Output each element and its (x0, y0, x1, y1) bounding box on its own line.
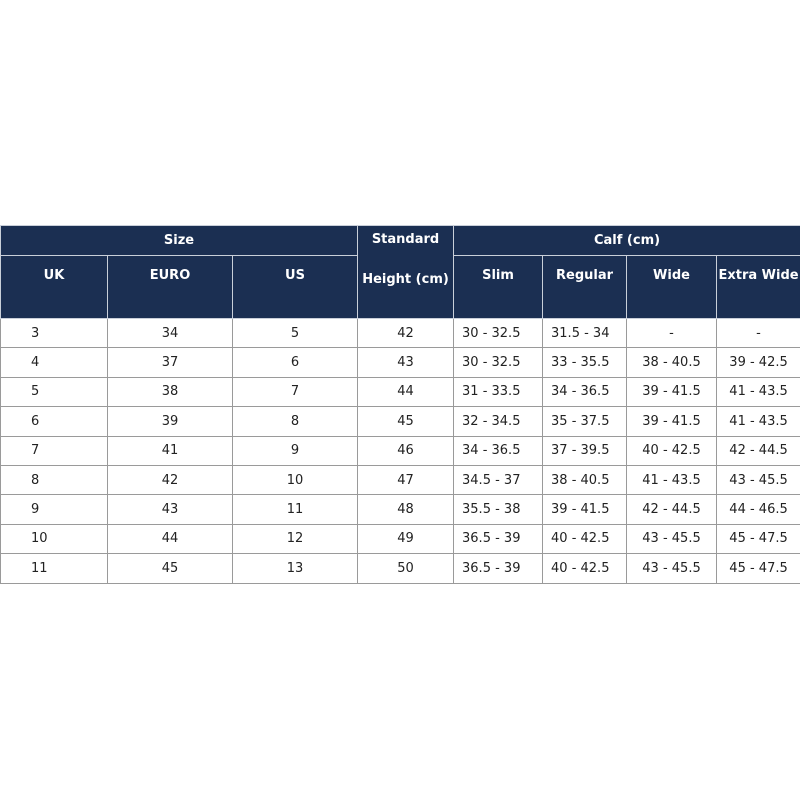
table-cell: 44 - 46.5 (716, 494, 800, 525)
table-cell: 40 - 42.5 (542, 553, 628, 584)
table-row: 6 39 8 45 32 - 34.5 35 - 37.5 39 - 41.5 41 - 43… (0, 406, 800, 437)
table-cell: 34 - 36.5 (453, 435, 544, 466)
table-cell: 35 - 37.5 (542, 406, 628, 437)
table-cell: 12 (231, 523, 359, 555)
table-cell: 40 - 42.5 (626, 435, 718, 466)
table-cell: 39 - 42.5 (716, 347, 800, 378)
table-row: 4 37 6 43 30 - 32.5 33 - 35.5 38 - 40.5 39 - 42… (0, 347, 800, 378)
table-cell: 6 (231, 347, 359, 378)
table-cell: 36.5 - 39 (453, 553, 544, 584)
table-cell: 11 (0, 553, 108, 584)
table-cell: 37 (107, 347, 233, 378)
table-cell: 5 (0, 376, 108, 408)
table-cell: - (626, 317, 718, 349)
table-cell: 42 (357, 317, 455, 349)
table-row: 9 43 11 48 35.5 - 38 39 - 41.5 42 - 44.5 44 - 4… (0, 494, 800, 525)
table-cell: 34 - 36.5 (542, 376, 628, 408)
column-header: Wide (626, 255, 718, 319)
table-cell: 43 - 45.5 (716, 464, 800, 496)
table-cell: 49 (357, 523, 455, 555)
table-cell: 31 - 33.5 (453, 376, 544, 408)
table-cell: 42 - 44.5 (626, 494, 718, 525)
calf-header: Calf (cm) (453, 225, 800, 256)
table-cell: 39 - 41.5 (542, 494, 628, 525)
table-cell: 43 (107, 494, 233, 525)
table-row: 5 38 7 44 31 - 33.5 34 - 36.5 39 - 41.5 41 - 43… (0, 376, 800, 408)
column-header: Slim (453, 255, 544, 319)
table-cell: 45 - 47.5 (716, 553, 800, 584)
table-cell: 41 (107, 435, 233, 466)
height-label: Height (cm) (362, 272, 449, 287)
column-header: EURO (107, 255, 233, 319)
size-table: Size Standard Height (cm) Calf (cm) UK EU… (0, 225, 800, 584)
column-header: UK (0, 255, 108, 319)
table-cell: 11 (231, 494, 359, 525)
table-cell: 43 - 45.5 (626, 553, 718, 584)
table-cell: 3 (0, 317, 108, 349)
table-cell: 43 - 45.5 (626, 523, 718, 555)
table-cell: 8 (0, 464, 108, 496)
table-cell: 45 (107, 553, 233, 584)
table-cell: 34.5 - 37 (453, 464, 544, 496)
table-row: 10 44 12 49 36.5 - 39 40 - 42.5 43 - 45.5 45 - … (0, 523, 800, 555)
table-cell: 41 - 43.5 (716, 376, 800, 408)
table-cell: 43 (357, 347, 455, 378)
table-cell: 47 (357, 464, 455, 496)
table-cell: 7 (0, 435, 108, 466)
table-cell: 8 (231, 406, 359, 437)
column-header: US (231, 255, 359, 319)
column-header: Extra Wide (716, 255, 800, 319)
table-cell: 34 (107, 317, 233, 349)
table-cell: 30 - 32.5 (453, 317, 544, 349)
table-cell: 10 (231, 464, 359, 496)
table-cell: 36.5 - 39 (453, 523, 544, 555)
table-cell: 40 - 42.5 (542, 523, 628, 555)
table-cell: 5 (231, 317, 359, 349)
table-cell: 48 (357, 494, 455, 525)
size-header: Size (0, 225, 359, 256)
table-cell: 9 (0, 494, 108, 525)
table-cell: 39 - 41.5 (626, 406, 718, 437)
table-cell: 46 (357, 435, 455, 466)
table-row: 11 45 13 50 36.5 - 39 40 - 42.5 43 - 45.5 45 - … (0, 553, 800, 584)
table-cell: 30 - 32.5 (453, 347, 544, 378)
table-cell: 39 - 41.5 (626, 376, 718, 408)
table-cell: 31.5 - 34 (542, 317, 628, 349)
table-cell: 32 - 34.5 (453, 406, 544, 437)
table-cell: 44 (107, 523, 233, 555)
table-cell: 6 (0, 406, 108, 437)
table-cell: 13 (231, 553, 359, 584)
table-cell: - (716, 317, 800, 349)
table-cell: 4 (0, 347, 108, 378)
size-chart: Size Standard Height (cm) Calf (cm) UK EU… (0, 225, 800, 584)
table-cell: 41 - 43.5 (716, 406, 800, 437)
table-cell: 42 - 44.5 (716, 435, 800, 466)
table-cell: 45 (357, 406, 455, 437)
table-cell: 10 (0, 523, 108, 555)
table-cell: 44 (357, 376, 455, 408)
standard-label: Standard (371, 232, 440, 247)
column-header: Regular (542, 255, 628, 319)
table-cell: 50 (357, 553, 455, 584)
table-cell: 42 (107, 464, 233, 496)
table-row: 7 41 9 46 34 - 36.5 37 - 39.5 40 - 42.5 42 - 44… (0, 435, 800, 466)
table-cell: 33 - 35.5 (542, 347, 628, 378)
standard-header: Standard Height (cm) (357, 225, 455, 319)
table-cell: 7 (231, 376, 359, 408)
table-cell: 9 (231, 435, 359, 466)
table-row: 8 42 10 47 34.5 - 37 38 - 40.5 41 - 43.5 43 - 4… (0, 464, 800, 496)
table-cell: 38 - 40.5 (542, 464, 628, 496)
table-cell: 37 - 39.5 (542, 435, 628, 466)
table-cell: 35.5 - 38 (453, 494, 544, 525)
table-cell: 38 (107, 376, 233, 408)
table-cell: 39 (107, 406, 233, 437)
table-cell: 38 - 40.5 (626, 347, 718, 378)
table-row: 3 34 5 42 30 - 32.5 31.5 - 34- - (0, 317, 800, 349)
table-cell: 45 - 47.5 (716, 523, 800, 555)
table-cell: 41 - 43.5 (626, 464, 718, 496)
